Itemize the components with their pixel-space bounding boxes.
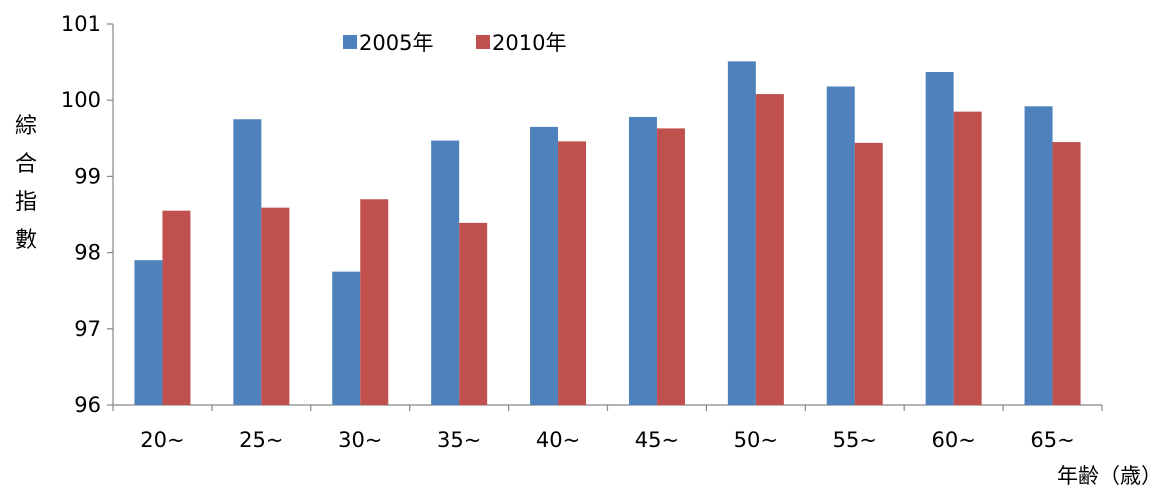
bar-series-1 [431,140,460,405]
x-tick-label: 25~ [239,428,283,452]
legend-swatch [476,35,490,49]
y-axis-title-char: 綜 [14,114,37,139]
x-tick-label: 60~ [931,428,975,452]
y-axis-title-char: 指 [14,190,37,215]
y-tick-label: 98 [74,241,101,265]
bar-series-2 [1052,142,1081,406]
bar-series-2 [656,128,685,406]
legend-label: 2010年 [492,31,566,55]
bar-series-1 [1024,106,1053,406]
x-tick-label: 35~ [437,428,481,452]
x-tick-label: 55~ [833,428,877,452]
bar-series-1 [134,260,163,405]
bar-series-1 [628,116,657,406]
y-tick-label: 96 [74,393,101,417]
y-axis-title-char: 數 [14,228,37,253]
y-axis: 96 97 98 99 100 101 [61,12,114,417]
bar-series-2 [261,207,290,405]
bar-series-2 [360,199,389,405]
y-tick-label: 101 [61,12,101,36]
bar-series-2 [459,222,488,405]
y-axis-title-char: 合 [14,152,37,177]
x-axis: 20~ 25~ 30~ 35~ 40~ 45~ 50~ 55~ 60~ 65~ [112,404,1103,452]
y-tick-label: 97 [74,317,101,341]
x-tick-label: 20~ [140,428,184,452]
bar-series-1 [332,271,361,405]
x-tick-label: 30~ [338,428,382,452]
bar-series-1 [925,72,954,406]
bar-series-2 [854,142,883,405]
bar-series-1 [727,61,756,405]
legend-swatch [343,35,357,49]
x-tick-label: 45~ [635,428,679,452]
bars [134,61,1081,406]
bar-series-1 [233,119,262,405]
x-axis-title: 年齢（歳） [1057,464,1162,488]
x-tick-label: 40~ [536,428,580,452]
bar-series-1 [826,86,855,405]
bar-series-2 [558,141,587,405]
x-tick-label: 50~ [734,428,778,452]
y-tick-label: 99 [74,164,101,188]
y-tick-label: 100 [61,88,101,112]
y-axis-title: 綜 合 指 數 [8,108,44,260]
bar-series-1 [530,126,559,406]
legend: 2005年 2010年 [343,31,566,55]
bar-series-2 [162,210,191,405]
bar-series-2 [953,111,982,405]
legend-label: 2005年 [359,31,433,55]
bar-series-2 [755,94,784,405]
x-tick-label: 65~ [1030,428,1074,452]
